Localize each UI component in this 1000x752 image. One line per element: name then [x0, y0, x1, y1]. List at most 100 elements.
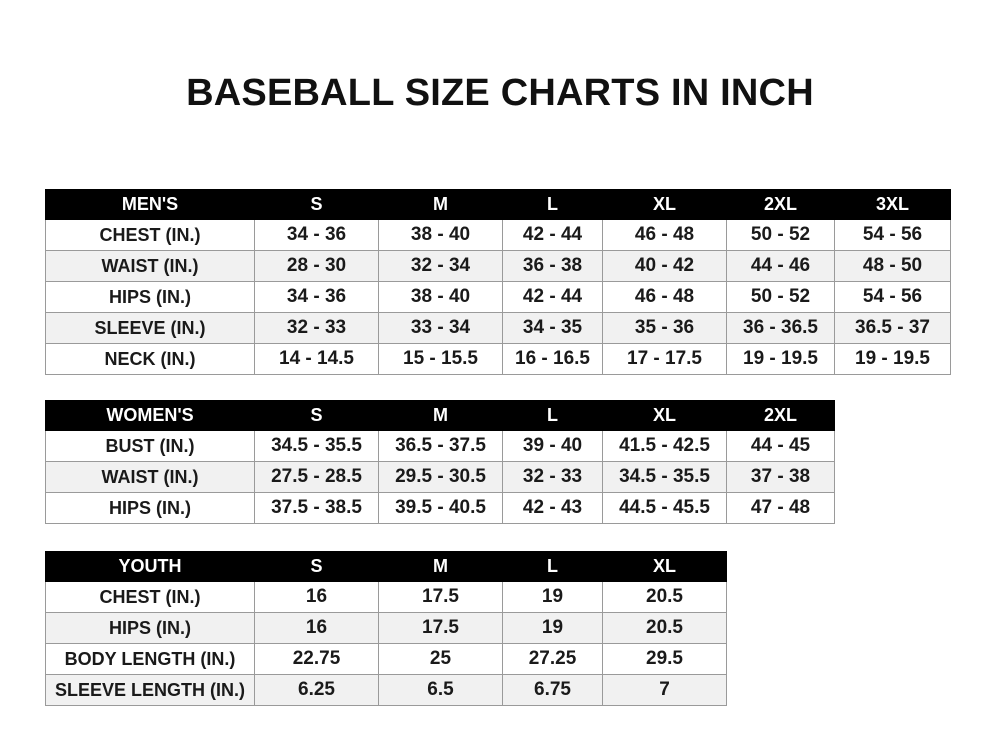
- measurement-cell: 19 - 19.5: [726, 343, 835, 375]
- size-header: XL: [602, 189, 727, 220]
- measurement-cell: 19: [502, 581, 603, 613]
- size-header: S: [254, 551, 379, 582]
- measurement-cell: 32 - 33: [502, 461, 603, 493]
- measurement-cell: 42 - 44: [502, 219, 603, 251]
- row-label: NECK (IN.): [45, 343, 255, 375]
- measurement-cell: 39 - 40: [502, 430, 603, 462]
- measurement-cell: 44.5 - 45.5: [602, 492, 727, 524]
- measurement-cell: 20.5: [602, 612, 727, 644]
- table-row: HIPS (IN.) 34 - 36 38 - 40 42 - 44 46 - 48 50…: [45, 281, 951, 313]
- table-row: BUST (IN.) 34.5 - 35.5 36.5 - 37.5 39 - 40 4…: [45, 430, 835, 462]
- youth-size-table: YOUTH S M L XL CHEST (IN.) 16 17.5 19 20.5 HIPS (I…: [45, 551, 727, 706]
- measurement-cell: 42 - 44: [502, 281, 603, 313]
- table-row: HIPS (IN.) 16 17.5 19 20.5: [45, 612, 727, 644]
- measurement-cell: 32 - 33: [254, 312, 379, 344]
- measurement-cell: 35 - 36: [602, 312, 727, 344]
- table-row: BODY LENGTH (IN.) 22.75 25 27.25 29.5: [45, 643, 727, 675]
- measurement-cell: 7: [602, 674, 727, 706]
- measurement-cell: 50 - 52: [726, 281, 835, 313]
- measurement-cell: 46 - 48: [602, 281, 727, 313]
- size-header: XL: [602, 551, 727, 582]
- measurement-cell: 34.5 - 35.5: [254, 430, 379, 462]
- size-header: 2XL: [726, 400, 835, 431]
- measurement-cell: 17.5: [378, 581, 503, 613]
- measurement-cell: 6.25: [254, 674, 379, 706]
- measurement-cell: 16: [254, 612, 379, 644]
- measurement-cell: 41.5 - 42.5: [602, 430, 727, 462]
- measurement-cell: 34.5 - 35.5: [602, 461, 727, 493]
- measurement-cell: 33 - 34: [378, 312, 503, 344]
- measurement-cell: 34 - 36: [254, 219, 379, 251]
- measurement-cell: 19 - 19.5: [834, 343, 951, 375]
- category-header: YOUTH: [45, 551, 255, 582]
- mens-size-table: MEN'S S M L XL 2XL 3XL CHEST (IN.) 34 - 36 38 - 4…: [45, 189, 951, 375]
- measurement-cell: 36 - 36.5: [726, 312, 835, 344]
- measurement-cell: 25: [378, 643, 503, 675]
- row-label: BUST (IN.): [45, 430, 255, 462]
- measurement-cell: 17 - 17.5: [602, 343, 727, 375]
- measurement-cell: 47 - 48: [726, 492, 835, 524]
- measurement-cell: 16: [254, 581, 379, 613]
- table-row: HIPS (IN.) 37.5 - 38.5 39.5 - 40.5 42 - 43 4…: [45, 492, 835, 524]
- measurement-cell: 17.5: [378, 612, 503, 644]
- header-row: WOMEN'S S M L XL 2XL: [45, 400, 835, 431]
- measurement-cell: 6.5: [378, 674, 503, 706]
- measurement-cell: 16 - 16.5: [502, 343, 603, 375]
- measurement-cell: 34 - 36: [254, 281, 379, 313]
- table-row: SLEEVE LENGTH (IN.) 6.25 6.5 6.75 7: [45, 674, 727, 706]
- size-header: M: [378, 189, 503, 220]
- row-label: HIPS (IN.): [45, 492, 255, 524]
- header-row: MEN'S S M L XL 2XL 3XL: [45, 189, 951, 220]
- measurement-cell: 37.5 - 38.5: [254, 492, 379, 524]
- womens-size-table: WOMEN'S S M L XL 2XL BUST (IN.) 34.5 - 35.5 36.5…: [45, 400, 835, 524]
- measurement-cell: 39.5 - 40.5: [378, 492, 503, 524]
- measurement-cell: 54 - 56: [834, 219, 951, 251]
- row-label: WAIST (IN.): [45, 250, 255, 282]
- measurement-cell: 36.5 - 37: [834, 312, 951, 344]
- measurement-cell: 27.25: [502, 643, 603, 675]
- row-label: HIPS (IN.): [45, 612, 255, 644]
- table-row: NECK (IN.) 14 - 14.5 15 - 15.5 16 - 16.5 17 …: [45, 343, 951, 375]
- measurement-cell: 44 - 46: [726, 250, 835, 282]
- row-label: CHEST (IN.): [45, 219, 255, 251]
- measurement-cell: 14 - 14.5: [254, 343, 379, 375]
- measurement-cell: 19: [502, 612, 603, 644]
- row-label: SLEEVE LENGTH (IN.): [45, 674, 255, 706]
- table-row: CHEST (IN.) 34 - 36 38 - 40 42 - 44 46 - 48 5…: [45, 219, 951, 251]
- size-header: M: [378, 400, 503, 431]
- measurement-cell: 27.5 - 28.5: [254, 461, 379, 493]
- size-header: S: [254, 400, 379, 431]
- measurement-cell: 44 - 45: [726, 430, 835, 462]
- measurement-cell: 28 - 30: [254, 250, 379, 282]
- header-row: YOUTH S M L XL: [45, 551, 727, 582]
- category-header: MEN'S: [45, 189, 255, 220]
- row-label: BODY LENGTH (IN.): [45, 643, 255, 675]
- measurement-cell: 22.75: [254, 643, 379, 675]
- measurement-cell: 20.5: [602, 581, 727, 613]
- size-header: M: [378, 551, 503, 582]
- page-title: BASEBALL SIZE CHARTS IN INCH: [186, 72, 814, 114]
- measurement-cell: 29.5: [602, 643, 727, 675]
- table-row: SLEEVE (IN.) 32 - 33 33 - 34 34 - 35 35 - 36…: [45, 312, 951, 344]
- measurement-cell: 38 - 40: [378, 281, 503, 313]
- measurement-cell: 38 - 40: [378, 219, 503, 251]
- measurement-cell: 50 - 52: [726, 219, 835, 251]
- measurement-cell: 54 - 56: [834, 281, 951, 313]
- table-row: CHEST (IN.) 16 17.5 19 20.5: [45, 581, 727, 613]
- measurement-cell: 40 - 42: [602, 250, 727, 282]
- measurement-cell: 6.75: [502, 674, 603, 706]
- size-header: L: [502, 400, 603, 431]
- measurement-cell: 37 - 38: [726, 461, 835, 493]
- measurement-cell: 15 - 15.5: [378, 343, 503, 375]
- measurement-cell: 36.5 - 37.5: [378, 430, 503, 462]
- size-header: XL: [602, 400, 727, 431]
- measurement-cell: 42 - 43: [502, 492, 603, 524]
- measurement-cell: 29.5 - 30.5: [378, 461, 503, 493]
- size-header: 3XL: [834, 189, 951, 220]
- measurement-cell: 36 - 38: [502, 250, 603, 282]
- measurement-cell: 32 - 34: [378, 250, 503, 282]
- measurement-cell: 48 - 50: [834, 250, 951, 282]
- row-label: CHEST (IN.): [45, 581, 255, 613]
- size-header: L: [502, 551, 603, 582]
- row-label: WAIST (IN.): [45, 461, 255, 493]
